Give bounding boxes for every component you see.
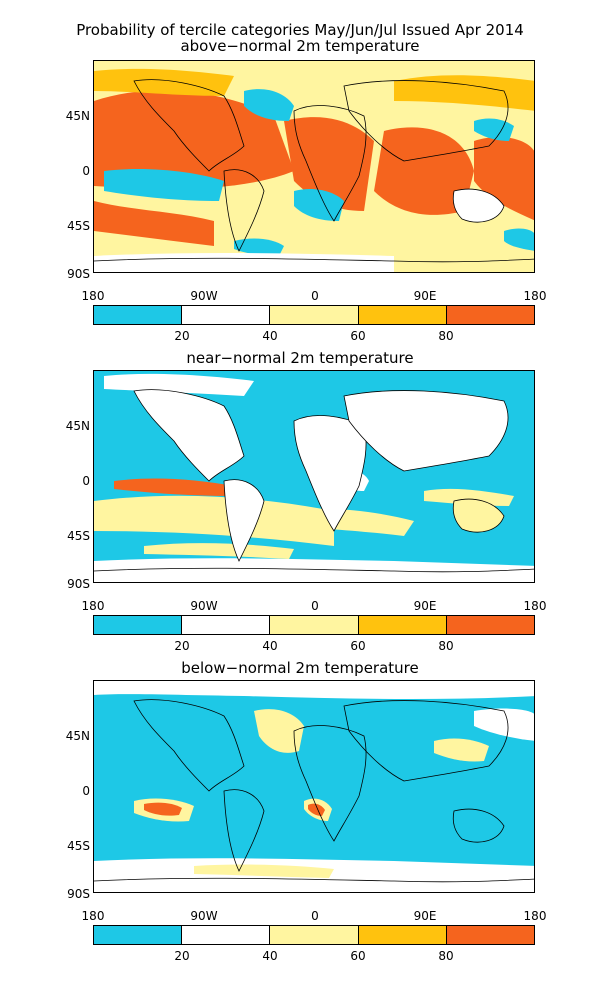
lon-label-180e: 180: [523, 599, 547, 613]
colorbar-above: [93, 305, 535, 325]
colorbar-seg-gold: [358, 306, 447, 324]
lat-label-45s: 45S: [67, 529, 90, 543]
colorbar-label-80: 80: [438, 949, 454, 963]
colorbar-seg-pale-yellow: [270, 926, 359, 944]
main-title: Probability of tercile categories May/Ju…: [76, 21, 524, 39]
lon-label-180w: 180: [81, 599, 105, 613]
lon-label-90w: 90W: [190, 599, 218, 613]
lat-label-90s: 90S: [67, 887, 90, 901]
colorbar-seg-white: [182, 616, 271, 634]
lat-label-45s: 45S: [67, 219, 90, 233]
colorbar-seg-pale-yellow: [270, 306, 359, 324]
lon-label-0: 0: [311, 909, 319, 923]
lat-label-45n: 45N: [65, 109, 90, 123]
colorbar-seg-blue: [94, 616, 183, 634]
panel-title-below: below−normal 2m temperature: [181, 659, 419, 677]
lat-label-90s: 90S: [67, 267, 90, 281]
colorbar-label-20: 20: [174, 639, 190, 653]
colorbar-label-80: 80: [438, 639, 454, 653]
lon-label-0: 0: [311, 599, 319, 613]
map-above-normal: [93, 60, 535, 273]
colorbar-seg-gold: [358, 926, 447, 944]
colorbar-seg-white: [182, 926, 271, 944]
colorbar-below: [93, 925, 535, 945]
colorbar-label-40: 40: [262, 949, 278, 963]
lon-label-180w: 180: [81, 289, 105, 303]
colorbar-seg-orange: [446, 926, 535, 944]
lon-label-0: 0: [311, 289, 319, 303]
lon-label-90e: 90E: [413, 909, 437, 923]
colorbar-seg-blue: [94, 926, 183, 944]
colorbar-label-60: 60: [350, 639, 366, 653]
colorbar-label-80: 80: [438, 329, 454, 343]
map-below-normal: [93, 680, 535, 893]
colorbar-label-20: 20: [174, 949, 190, 963]
lon-label-90e: 90E: [413, 599, 437, 613]
lat-label-0: 0: [82, 784, 90, 798]
colorbar-label-60: 60: [350, 329, 366, 343]
colorbar-near: [93, 615, 535, 635]
panel-title-near: near−normal 2m temperature: [186, 349, 414, 367]
lat-label-45n: 45N: [65, 419, 90, 433]
colorbar-label-40: 40: [262, 329, 278, 343]
colorbar-seg-blue: [94, 306, 183, 324]
lon-label-180e: 180: [523, 289, 547, 303]
lon-label-90w: 90W: [190, 909, 218, 923]
lon-label-90e: 90E: [413, 289, 437, 303]
lat-label-45s: 45S: [67, 839, 90, 853]
colorbar-seg-pale-yellow: [270, 616, 359, 634]
lat-label-0: 0: [82, 164, 90, 178]
panel-title-above: above−normal 2m temperature: [180, 37, 420, 55]
colorbar-seg-gold: [358, 616, 447, 634]
colorbar-label-60: 60: [350, 949, 366, 963]
lat-label-90s: 90S: [67, 577, 90, 591]
colorbar-seg-orange: [446, 616, 535, 634]
map-near-normal: [93, 370, 535, 583]
lon-label-180e: 180: [523, 909, 547, 923]
colorbar-seg-white: [182, 306, 271, 324]
lon-label-180w: 180: [81, 909, 105, 923]
colorbar-label-40: 40: [262, 639, 278, 653]
lon-label-90w: 90W: [190, 289, 218, 303]
lat-label-0: 0: [82, 474, 90, 488]
colorbar-label-20: 20: [174, 329, 190, 343]
colorbar-seg-orange: [446, 306, 535, 324]
lat-label-45n: 45N: [65, 729, 90, 743]
